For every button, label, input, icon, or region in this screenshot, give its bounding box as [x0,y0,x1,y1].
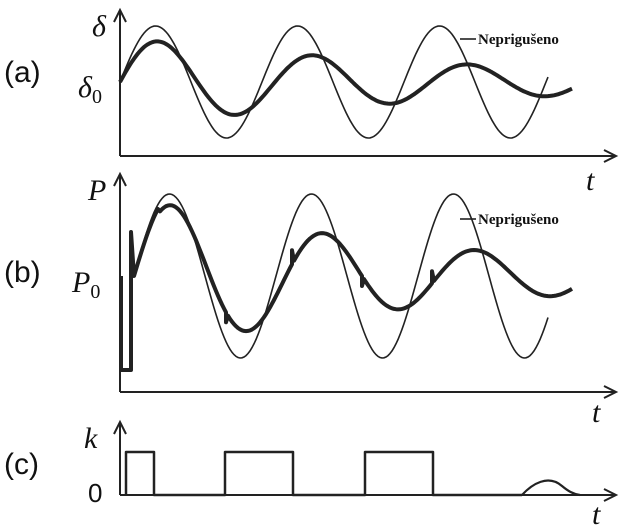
x-axis-arrow-b [603,385,619,399]
y-axis-arrow-b [113,171,127,187]
panel-b: (b) P P0 t Neprigušeno [4,171,619,429]
panel-label-b: (b) [4,256,41,289]
y-axis-symbol-b: P [87,174,106,207]
y0-label-c: 0 [88,478,102,508]
undamped-curve-a [119,25,549,139]
panel-label-a: (a) [4,56,41,89]
signal-tail-c [521,479,581,497]
x-axis-symbol-a: t [586,164,595,197]
damped-curve-a [118,39,573,117]
y-axis-symbol-a: δ [92,10,107,43]
panel-label-c: (c) [4,448,39,481]
y-axis-arrow-c [113,419,127,435]
panel-c: (c) k 0 t [4,419,619,528]
undamped-curve-b [133,193,549,359]
x-axis-arrow-a [603,149,619,163]
damped-curve-b [119,203,574,372]
y0-label-b: P0 [71,266,100,303]
y0-label-a: δ0 [78,71,102,108]
annotation-undamped-a: Neprigušeno [478,32,559,48]
panel-a: (a) δ δ0 t Neprigušeno [4,7,619,197]
annotation-undamped-b: Neprigušeno [478,212,559,228]
y-axis-arrow-a [113,7,127,23]
y-axis-symbol-c: k [84,422,98,455]
x-axis-symbol-b: t [592,396,601,429]
switching-signal-c [124,450,522,497]
x-axis-arrow-c [603,488,619,502]
x-axis-symbol-c: t [592,498,601,528]
